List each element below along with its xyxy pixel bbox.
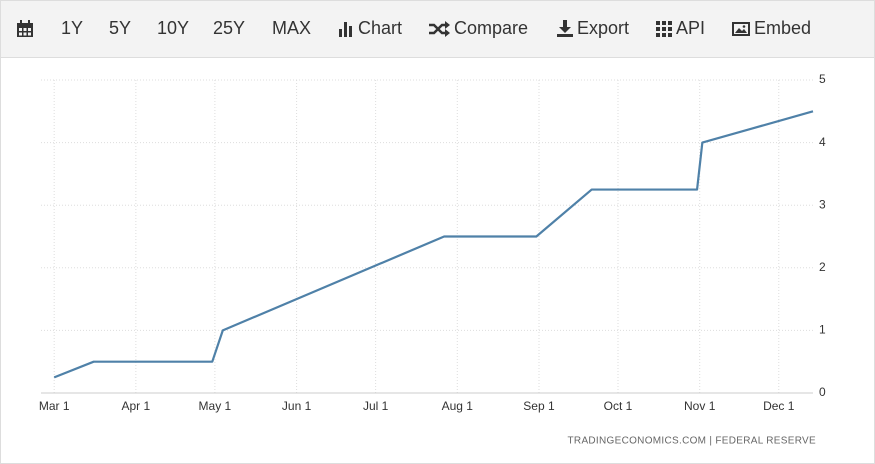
x-tick-label: May 1 <box>199 399 232 413</box>
y-tick-label: 2 <box>819 260 826 274</box>
button-label: 1Y <box>61 18 84 38</box>
embed-button[interactable]: Embed <box>732 18 811 39</box>
x-tick-label: Dec 1 <box>763 399 795 413</box>
compare-icon <box>429 20 450 37</box>
calendar-button[interactable] <box>16 20 34 38</box>
range-button[interactable]: 1Y <box>61 18 83 39</box>
x-tick-label: Mar 1 <box>39 399 70 413</box>
source-note: TRADINGECONOMICS.COM | FEDERAL RESERVE <box>568 436 817 447</box>
button-label: 10Y <box>157 18 190 38</box>
button-label: Export <box>577 18 630 38</box>
y-tick-label: 1 <box>819 323 826 337</box>
x-tick-label: Nov 1 <box>684 399 716 413</box>
y-tick-label: 5 <box>819 72 826 86</box>
button-label: 5Y <box>109 18 132 38</box>
range-button[interactable]: 10Y <box>157 18 189 39</box>
x-tick-label: Sep 1 <box>523 399 555 413</box>
api-icon <box>656 20 672 37</box>
data-line <box>53 110 814 379</box>
export-icon <box>557 19 573 37</box>
chart-button[interactable]: Chart <box>338 18 402 39</box>
button-label: Compare <box>454 18 529 38</box>
x-tick-label: Jun 1 <box>282 399 312 413</box>
button-label: Chart <box>358 18 403 38</box>
chart-icon <box>339 21 352 37</box>
range-button[interactable]: 5Y <box>109 18 131 39</box>
export-button[interactable]: Export <box>557 18 629 39</box>
range-button[interactable]: 25Y <box>213 18 245 39</box>
embed-icon <box>732 21 750 36</box>
button-label: 25Y <box>213 18 246 38</box>
x-tick-label: Aug 1 <box>442 399 474 413</box>
toolbar: 1Y 5Y 10Y 25Y MAX Chart Compare Export A… <box>1 1 874 58</box>
button-label: API <box>676 18 706 38</box>
x-tick-label: Apr 1 <box>122 399 151 413</box>
x-tick-label: Jul 1 <box>363 399 389 413</box>
y-tick-label: 4 <box>819 135 826 149</box>
button-label: Embed <box>754 18 812 38</box>
compare-button[interactable]: Compare <box>428 18 528 39</box>
calendar-icon <box>17 20 33 37</box>
api-button[interactable]: API <box>656 18 705 39</box>
x-tick-label: Oct 1 <box>604 399 633 413</box>
y-tick-label: 0 <box>819 385 826 399</box>
range-button[interactable]: MAX <box>272 18 311 39</box>
y-tick-label: 3 <box>819 197 826 211</box>
button-label: MAX <box>272 18 312 38</box>
